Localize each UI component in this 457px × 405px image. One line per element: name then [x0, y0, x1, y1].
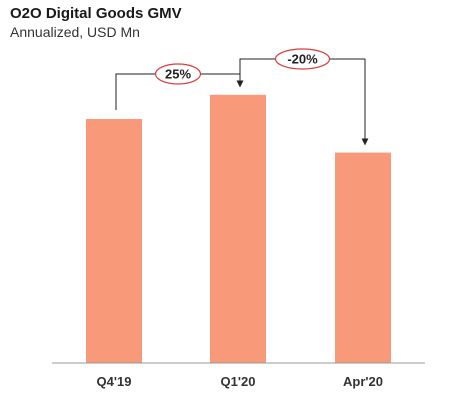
bar-2	[210, 94, 266, 364]
change-annotation-2: -20%	[239, 48, 369, 146]
change-label-2: -20%	[287, 52, 318, 67]
change-badge-2	[274, 48, 331, 70]
bar-1	[86, 118, 142, 363]
change-label-1: 25%	[165, 67, 191, 82]
bar-3	[335, 152, 391, 363]
change-badge-1	[154, 63, 202, 85]
bars-group	[86, 94, 391, 364]
chart-title: O2O Digital Goods GMV	[10, 5, 182, 22]
x-tick-label-1: Q4'19	[97, 374, 132, 389]
x-tick-labels: Q4'19 Q1'20 Apr'20	[97, 374, 383, 389]
x-tick-label-2: Q1'20	[221, 374, 256, 389]
chart-subtitle: Annualized, USD Mn	[10, 24, 140, 40]
change-annotations: 25% -20%	[115, 48, 369, 146]
x-tick-label-3: Apr'20	[343, 374, 383, 389]
